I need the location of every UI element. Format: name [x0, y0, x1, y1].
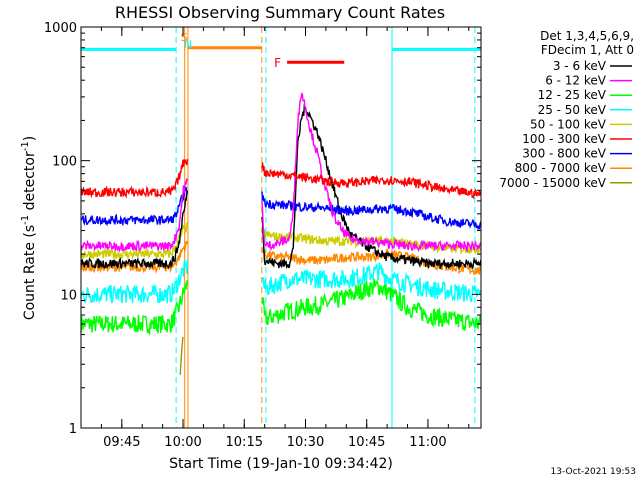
y-tick-label: 1000: [44, 21, 77, 36]
state-bars: F SN: [81, 31, 481, 70]
series-line: [261, 103, 482, 270]
y-axis-label-exponent: -1: [20, 141, 31, 151]
x-tick-label: 10:00: [164, 435, 201, 450]
series-line: [80, 158, 189, 199]
axes: 1 10 100 1000 09:45 10:00 10:15 10:30 10:45 11:00: [44, 21, 482, 450]
y-axis-label-exponent: -1: [20, 215, 31, 225]
x-tick-label: 10:15: [226, 435, 263, 450]
legend-entry: 7000 - 15000 keV: [499, 176, 606, 190]
legend-entry: 800 - 7000 keV: [515, 161, 607, 175]
series-line: [179, 336, 184, 375]
y-tick-label: 100: [52, 155, 77, 170]
legend-header-line: Det 1,3,4,5,6,9,: [540, 29, 634, 43]
x-tick-label: 09:45: [103, 435, 140, 450]
legend: Det 1,3,4,5,6,9, FDecim 1, Att 0 3 - 6 k…: [499, 29, 634, 190]
series-line: [80, 280, 189, 336]
y-axis-label-part: detector: [22, 151, 38, 215]
y-axis-label: Count Rate (s-1 detector-1): [20, 136, 38, 320]
series-lines: [80, 92, 482, 375]
legend-entry: 50 - 100 keV: [530, 117, 607, 131]
y-axis-label-part: ): [22, 136, 38, 141]
series-line: [261, 162, 482, 200]
x-tick-label: 10:30: [287, 435, 324, 450]
series-line: [261, 278, 482, 331]
chart-title: RHESSI Observing Summary Count Rates: [115, 3, 445, 22]
x-tick-label: 10:45: [348, 435, 385, 450]
legend-entry: 300 - 800 keV: [522, 147, 606, 161]
marker-letter: S: [181, 31, 188, 44]
series-line: [80, 186, 189, 227]
legend-entry: 6 - 12 keV: [545, 74, 607, 88]
series-line: [80, 178, 189, 253]
footer-timestamp: 13-Oct-2021 19:53: [551, 467, 636, 477]
series-line: [80, 259, 189, 305]
legend-header-line: FDecim 1, Att 0: [541, 43, 634, 57]
plot-frame: [80, 26, 482, 429]
y-tick-label: 10: [60, 288, 77, 303]
y-axis-label-part: Count Rate (s: [22, 225, 38, 320]
legend-entry: 100 - 300 keV: [522, 132, 606, 146]
legend-entry: 25 - 50 keV: [538, 103, 607, 117]
series-line: [261, 92, 482, 254]
legend-entry: 12 - 25 keV: [538, 88, 607, 102]
series-line: [261, 262, 482, 303]
series-line: [261, 191, 482, 231]
x-tick-label: 11:00: [409, 435, 446, 450]
legend-entry: 3 - 6 keV: [553, 59, 607, 73]
flare-flag-label: F: [274, 56, 281, 70]
series-line: [80, 222, 189, 261]
series-line: [80, 190, 189, 270]
marker-letter: N: [184, 38, 192, 51]
x-axis-label: Start Time (19-Jan-10 09:34:42): [169, 456, 393, 472]
y-tick-label: 1: [69, 422, 77, 437]
